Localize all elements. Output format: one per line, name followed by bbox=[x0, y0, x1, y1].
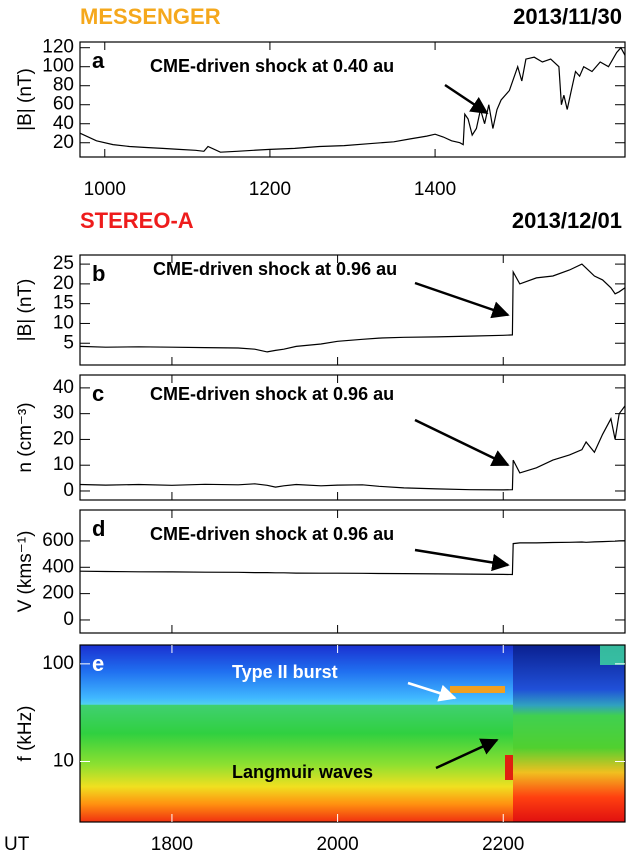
plot-frame bbox=[79, 41, 626, 158]
y-tick-label: 400 bbox=[42, 556, 74, 577]
y-tick-label: 40 bbox=[53, 113, 74, 134]
x-tick-label: 1000 bbox=[84, 179, 126, 200]
annotation: CME-driven shock at 0.96 au bbox=[150, 524, 394, 544]
plot-frame bbox=[79, 509, 626, 634]
spectrogram-image bbox=[80, 645, 625, 822]
panel-label: b bbox=[92, 261, 105, 286]
plot-frame bbox=[79, 254, 626, 366]
y-tick-label: 5 bbox=[63, 332, 74, 353]
y-tick-label: 15 bbox=[53, 293, 74, 314]
y-tick-label: 10 bbox=[53, 454, 74, 475]
annotation: CME-driven shock at 0.96 au bbox=[150, 384, 394, 404]
y-tick-label: 60 bbox=[53, 94, 74, 115]
annotation-arrow bbox=[435, 738, 499, 770]
y-tick-label: 40 bbox=[53, 377, 74, 398]
instrument-title: STEREO-A bbox=[80, 208, 194, 233]
x-axis-label: UT bbox=[4, 834, 30, 855]
data-line bbox=[79, 540, 626, 576]
annotation: Langmuir waves bbox=[232, 762, 373, 782]
data-line bbox=[79, 263, 626, 353]
y-tick-label: 0 bbox=[63, 480, 74, 501]
y-tick-label: 80 bbox=[53, 75, 74, 96]
annotation-arrow bbox=[407, 681, 457, 702]
y-axis-label: f (kHz) bbox=[15, 706, 36, 762]
plot-frame bbox=[79, 374, 626, 501]
panel-label: c bbox=[92, 381, 104, 406]
date-title: 2013/11/30 bbox=[513, 4, 622, 29]
x-tick-label: 2000 bbox=[316, 834, 358, 855]
y-tick-label: 0 bbox=[63, 609, 74, 630]
y-tick-label: 600 bbox=[42, 530, 74, 551]
annotation-arrow bbox=[444, 83, 489, 115]
y-tick-label: 20 bbox=[53, 132, 74, 153]
x-tick-label: 1400 bbox=[414, 179, 456, 200]
y-tick-label: 20 bbox=[53, 428, 74, 449]
x-tick-label: 1200 bbox=[249, 179, 291, 200]
annotation: CME-driven shock at 0.40 au bbox=[150, 56, 394, 76]
data-line bbox=[79, 46, 626, 153]
annotation: CME-driven shock at 0.96 au bbox=[153, 259, 397, 279]
panel-label: e bbox=[92, 651, 104, 676]
y-tick-label: 120 bbox=[42, 37, 74, 58]
y-axis-label: |B| (nT) bbox=[15, 68, 36, 131]
y-tick-label: 20 bbox=[53, 273, 74, 294]
date-title: 2013/12/01 bbox=[512, 208, 622, 233]
y-tick-label: 200 bbox=[42, 583, 74, 604]
data-line bbox=[79, 405, 626, 491]
x-tick-label: 2200 bbox=[482, 834, 524, 855]
y-axis-label: n (cm⁻³) bbox=[15, 402, 36, 472]
annotation-arrow bbox=[414, 281, 510, 319]
panel-label: a bbox=[92, 48, 105, 73]
annotation: Type II burst bbox=[232, 662, 338, 682]
y-tick-label: 100 bbox=[42, 56, 74, 77]
plot-frame bbox=[79, 644, 626, 823]
y-tick-label: 25 bbox=[53, 253, 74, 274]
y-tick-label: 10 bbox=[53, 312, 74, 333]
y-axis-label: V (kms⁻¹) bbox=[15, 531, 36, 613]
x-tick-label: 1800 bbox=[151, 834, 193, 855]
panel-label: d bbox=[92, 516, 105, 541]
annotation-arrow bbox=[414, 418, 510, 467]
y-axis-label: |B| (nT) bbox=[15, 279, 36, 342]
y-tick-label: 100 bbox=[42, 653, 74, 674]
annotation-arrow bbox=[414, 548, 510, 572]
y-tick-label: 30 bbox=[53, 403, 74, 424]
instrument-title: MESSENGER bbox=[80, 4, 221, 29]
y-tick-label: 10 bbox=[53, 751, 74, 772]
